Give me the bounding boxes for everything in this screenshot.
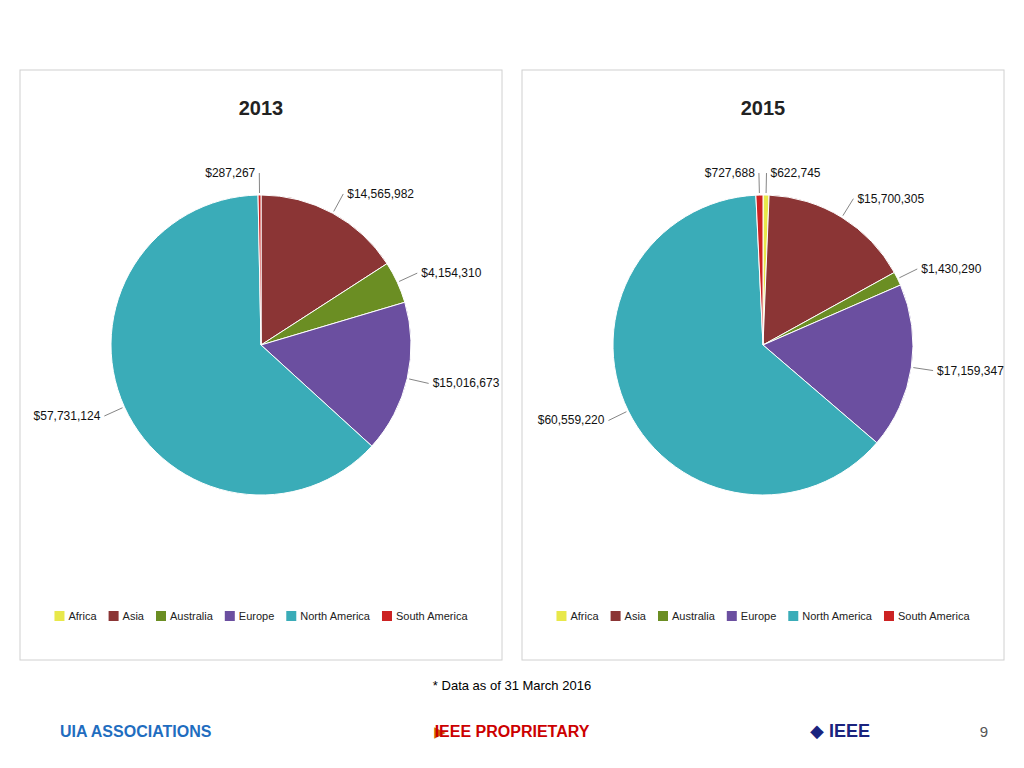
leader-line [843, 199, 854, 216]
wedges [613, 195, 913, 495]
panel-frame [522, 70, 1004, 660]
legend-label: South America [898, 610, 970, 622]
annotation: * Data as of 31 March 2016 [433, 678, 591, 693]
data-label: $15,016,673 [433, 376, 500, 390]
legend-swatch [156, 611, 166, 621]
legend-swatch [54, 611, 64, 621]
pie-wedge [613, 195, 877, 495]
pie-wedge [111, 195, 372, 495]
pie-panel: 2013 $14,565,982 $4,154,310 $15,016,673 $57,… [20, 70, 502, 660]
wedges [111, 195, 411, 495]
legend-swatch [884, 611, 894, 621]
pie-wedge [756, 195, 763, 345]
annotation: IEEE PROPRIETARY [435, 723, 590, 740]
legend-label: South America [396, 610, 468, 622]
data-label: $14,565,982 [347, 187, 414, 201]
legend: Africa Asia Australia Europe North America So… [556, 610, 970, 622]
legend-label: Australia [170, 610, 214, 622]
legend-label: Asia [123, 610, 145, 622]
leader-line [104, 408, 122, 416]
leader-line [608, 412, 626, 421]
legend-label: Europe [741, 610, 776, 622]
leader-line [399, 273, 417, 281]
legend-swatch [788, 611, 798, 621]
legend-swatch [556, 611, 566, 621]
leader-line [409, 379, 428, 383]
leader-line [758, 173, 759, 193]
legend-swatch [109, 611, 119, 621]
panel-frame [20, 70, 502, 660]
annotation: ◆ IEEE [810, 721, 870, 741]
legend-swatch [658, 611, 668, 621]
data-label: $622,745 [770, 166, 820, 180]
legend-label: North America [802, 610, 873, 622]
pie-wedge [258, 195, 261, 345]
chart-title: 2013 [239, 97, 284, 119]
data-label: $60,559,220 [538, 413, 605, 427]
legend-label: Africa [570, 610, 599, 622]
data-label: $4,154,310 [421, 266, 481, 280]
legend-label: Asia [625, 610, 647, 622]
legend-label: Europe [239, 610, 274, 622]
leader-line [899, 269, 917, 278]
legend-label: Africa [68, 610, 97, 622]
chart-title: 2015 [741, 97, 786, 119]
leader-line [259, 173, 260, 193]
data-label: $17,159,347 [937, 364, 1004, 378]
leader-line [913, 368, 933, 371]
legend: Africa Asia Australia Europe North America So… [54, 610, 468, 622]
legend-swatch [382, 611, 392, 621]
legend-label: North America [300, 610, 371, 622]
legend-label: Australia [672, 610, 716, 622]
leader-line [334, 194, 344, 212]
pie-panel: 2015 $622,745 $15,700,305 $1,430,290 $17,159… [522, 70, 1004, 660]
data-label: $287,267 [205, 166, 255, 180]
data-label: $15,700,305 [857, 192, 924, 206]
data-label: $727,688 [705, 166, 755, 180]
legend-swatch [225, 611, 235, 621]
annotation: UIA ASSOCIATIONS [60, 723, 212, 740]
legend-swatch [611, 611, 621, 621]
leader-line [766, 173, 767, 193]
data-label: $1,430,290 [921, 262, 981, 276]
legend-swatch [286, 611, 296, 621]
data-label: $57,731,124 [34, 409, 101, 423]
chart-canvas: 2013 $14,565,982 $4,154,310 $15,016,673 $57,… [0, 0, 1024, 768]
legend-swatch [727, 611, 737, 621]
annotation: 9 [980, 723, 988, 740]
